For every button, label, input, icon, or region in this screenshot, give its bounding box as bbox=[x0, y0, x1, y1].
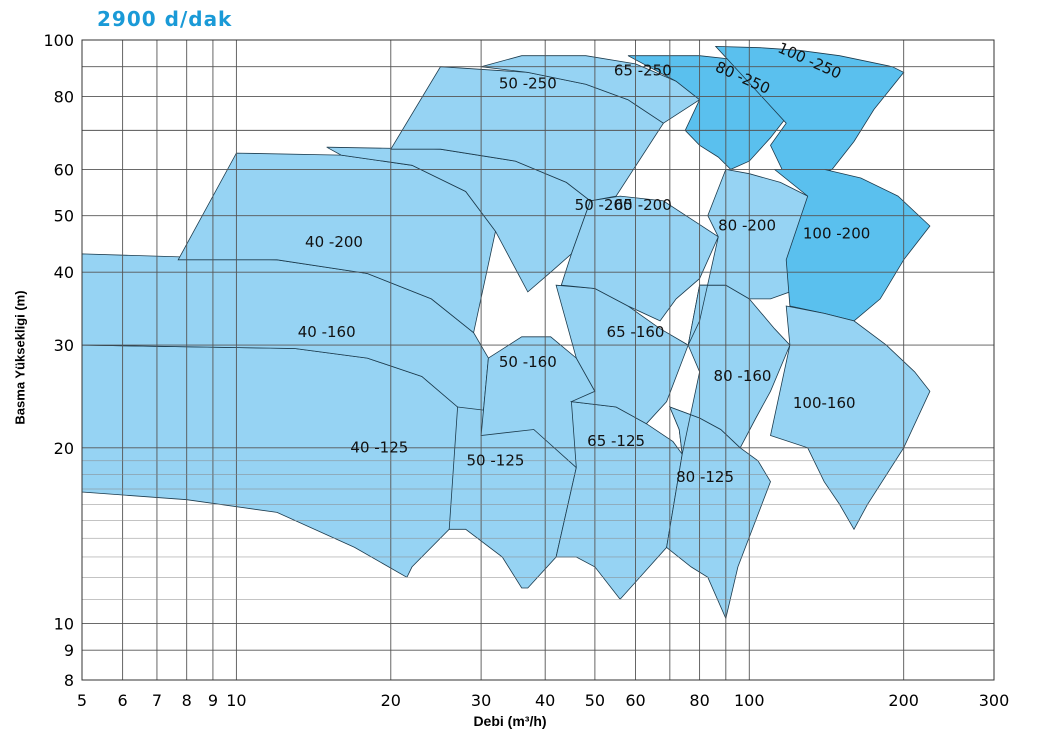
y-tick-label: 8 bbox=[64, 671, 74, 690]
y-tick-label: 9 bbox=[64, 641, 74, 660]
x-tick-label: 5 bbox=[77, 691, 87, 710]
chart-grid bbox=[81, 39, 995, 681]
x-tick-label: 100 bbox=[734, 691, 765, 710]
x-tick-label: 80 bbox=[689, 691, 709, 710]
x-tick-label: 9 bbox=[208, 691, 218, 710]
label-65-250: 65 -250 bbox=[614, 61, 672, 79]
y-axis-ticks: 8 9 10 20 30 40 50 60 80 100 bbox=[43, 31, 74, 690]
y-tick-label: 20 bbox=[54, 439, 74, 458]
x-tick-label: 7 bbox=[152, 691, 162, 710]
label-40-160: 40 -160 bbox=[298, 323, 356, 341]
region-65-250 bbox=[480, 55, 701, 124]
x-tick-label: 6 bbox=[118, 691, 128, 710]
y-tick-label: 60 bbox=[54, 160, 74, 179]
label-100-200: 100 -200 bbox=[803, 225, 870, 243]
plot-frame bbox=[81, 39, 995, 681]
label-50-200: 50 -200 bbox=[575, 196, 633, 214]
y-tick-label: 50 bbox=[54, 207, 74, 226]
region-100-250 bbox=[714, 45, 905, 179]
y-tick-label: 10 bbox=[54, 614, 74, 633]
chart-title: 2900 d/dak bbox=[97, 7, 233, 31]
region-40-125 bbox=[81, 344, 482, 578]
x-tick-label: 300 bbox=[979, 691, 1010, 710]
region-100-160 bbox=[770, 305, 931, 531]
region-65-200 bbox=[560, 195, 719, 322]
label-50-250: 50 -250 bbox=[499, 75, 557, 93]
x-tick-label: 10 bbox=[226, 691, 246, 710]
label-50-125: 50 -125 bbox=[467, 451, 525, 469]
x-tick-label: 40 bbox=[535, 691, 555, 710]
label-80-125: 80 -125 bbox=[676, 468, 734, 486]
label-65-200: 65 -200 bbox=[614, 196, 672, 214]
y-tick-label: 30 bbox=[54, 336, 74, 355]
pump-regions bbox=[81, 45, 931, 620]
label-50-160: 50 -160 bbox=[499, 353, 557, 371]
x-tick-label: 200 bbox=[888, 691, 919, 710]
y-tick-label: 80 bbox=[54, 88, 74, 107]
x-tick-label: 30 bbox=[471, 691, 491, 710]
label-80-200: 80 -200 bbox=[718, 216, 776, 234]
label-100-160: 100-160 bbox=[793, 394, 856, 412]
x-tick-label: 50 bbox=[585, 691, 605, 710]
x-axis-ticks: 5 6 7 8 9 10 20 30 40 50 60 80 100 200 300 bbox=[77, 691, 1009, 710]
y-tick-label: 100 bbox=[43, 31, 74, 50]
y-tick-label: 40 bbox=[54, 263, 74, 282]
label-40-200: 40 -200 bbox=[305, 233, 363, 251]
x-tick-label: 60 bbox=[625, 691, 645, 710]
region-100-200 bbox=[773, 168, 931, 322]
region-80-200 bbox=[687, 168, 825, 346]
label-80-160: 80 -160 bbox=[714, 367, 772, 385]
label-65-125: 65 -125 bbox=[587, 432, 645, 450]
x-axis-label: Debi (m³/h) bbox=[473, 713, 547, 729]
label-40-125: 40 -125 bbox=[350, 438, 408, 456]
label-65-160: 65 -160 bbox=[607, 323, 665, 341]
x-tick-label: 8 bbox=[182, 691, 192, 710]
x-tick-label: 20 bbox=[381, 691, 401, 710]
